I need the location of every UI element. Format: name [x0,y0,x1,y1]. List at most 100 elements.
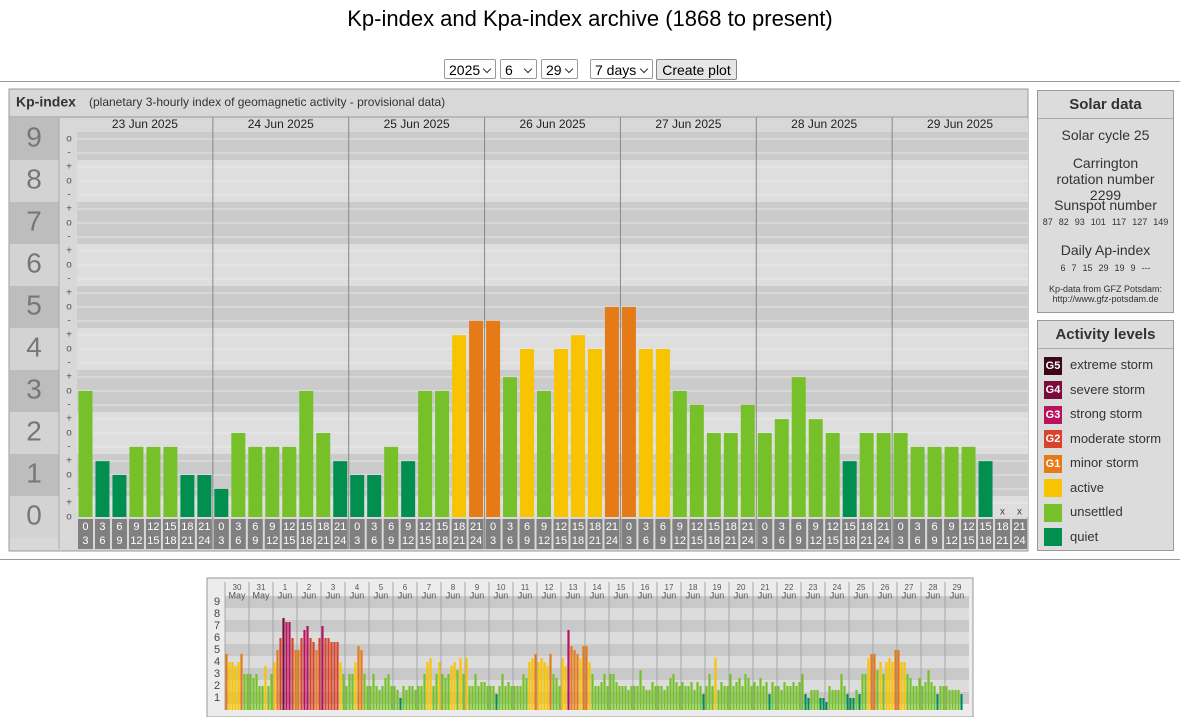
bar [861,674,864,710]
x-tick-day: 17 [665,583,674,592]
bar [264,665,267,710]
bar [740,404,755,517]
hour-label: 12 [130,535,142,547]
bar [921,686,924,710]
year-select[interactable]: 2025 [444,59,496,79]
x-tick-day: 20 [737,583,746,592]
bar [738,677,741,710]
plot-band [225,632,969,644]
hour-label: 0 [898,521,904,533]
hour-cell [94,519,110,549]
hour-label: 15 [979,521,991,533]
hour-label: 6 [524,521,530,533]
bar [408,686,411,710]
hour-cell [145,519,161,549]
bar [606,686,609,710]
bar [708,674,711,710]
x-tick-month: Jun [830,590,845,600]
bar [282,617,285,710]
y-sublabel: - [67,484,70,495]
y-tick-label: 2 [214,680,220,692]
legend-swatch: G5 [1044,356,1062,375]
hour-cell [893,519,909,549]
bar [699,686,702,710]
page-title: Kp-index and Kpa-index archive (1868 to … [347,6,833,31]
bar [78,391,93,517]
bar [255,674,258,710]
x-tick-month: Jun [686,590,701,600]
bar [765,682,768,710]
x-tick-day: 2 [307,583,312,592]
legend-item: G3 strong storm [1044,404,1142,424]
bar [348,674,351,710]
hour-label: 9 [524,535,530,547]
hour-label: 9 [677,521,683,533]
y-tick-label: 9 [26,121,42,152]
x-tick-month: Jun [782,590,797,600]
bar [795,686,798,710]
sunspot-value: 93 [1074,217,1085,227]
bar [324,638,327,710]
y-sublabel: + [66,456,72,467]
legend-label: quiet [1070,528,1099,544]
hour-cell [230,519,246,549]
bar [300,638,303,710]
month-select[interactable]: 6 [500,59,537,79]
hour-cell [672,519,688,549]
bar [678,686,681,710]
bar [792,682,795,710]
y-tick-label: 1 [214,692,220,704]
create-plot-button[interactable]: Create plot [656,59,737,80]
bar [474,674,477,710]
hour-cell [859,519,875,549]
span-select[interactable]: 7 days [590,59,653,79]
bar [961,446,976,517]
bar [621,686,624,710]
bar [258,686,261,710]
hour-label: 3 [779,521,785,533]
x-tick-day: 3 [331,583,336,592]
x-tick-day: 25 [857,583,866,592]
y-sublabel: - [67,400,70,411]
ap-label: Daily Ap-index [1060,242,1151,258]
bar [587,349,602,517]
x-tick-label: 28 Jun 2025 [791,117,857,131]
hour-label: 6 [932,521,938,533]
bar [297,650,300,710]
bar [684,686,687,710]
y-tick-label: 2 [26,415,42,446]
hour-label: 6 [779,535,785,547]
hour-label: 9 [932,535,938,547]
solar-cycle: Solar cycle 25 [1061,127,1150,143]
bar [840,674,843,710]
hour-label: 21 [996,535,1008,547]
x-tick-day: 13 [569,583,578,592]
bar [180,475,195,517]
hour-label: 21 [1013,521,1025,533]
hour-label: 18 [589,521,601,533]
x-tick-month: Jun [566,590,581,600]
hour-label: 15 [572,521,584,533]
hour-label: 15 [691,535,703,547]
bar [453,662,456,710]
bar [747,677,750,710]
bar [339,662,342,710]
bar [615,682,618,710]
bar [900,662,903,710]
hour-label: 15 [844,521,856,533]
legend-item: G5 extreme storm [1044,355,1153,375]
hour-label: 15 [419,535,431,547]
bar [477,686,480,710]
legend-swatch: G1 [1044,454,1062,473]
bar [570,646,573,710]
bar [876,670,879,710]
y-band [10,328,59,370]
y-tick-label: 6 [214,632,220,644]
hour-label: 9 [116,535,122,547]
hour-cell [910,519,926,549]
day-select[interactable]: 29 [541,59,578,79]
bar [504,686,507,710]
bar [663,689,666,710]
hour-cell [978,519,994,549]
x-tick-month: May [228,590,246,600]
